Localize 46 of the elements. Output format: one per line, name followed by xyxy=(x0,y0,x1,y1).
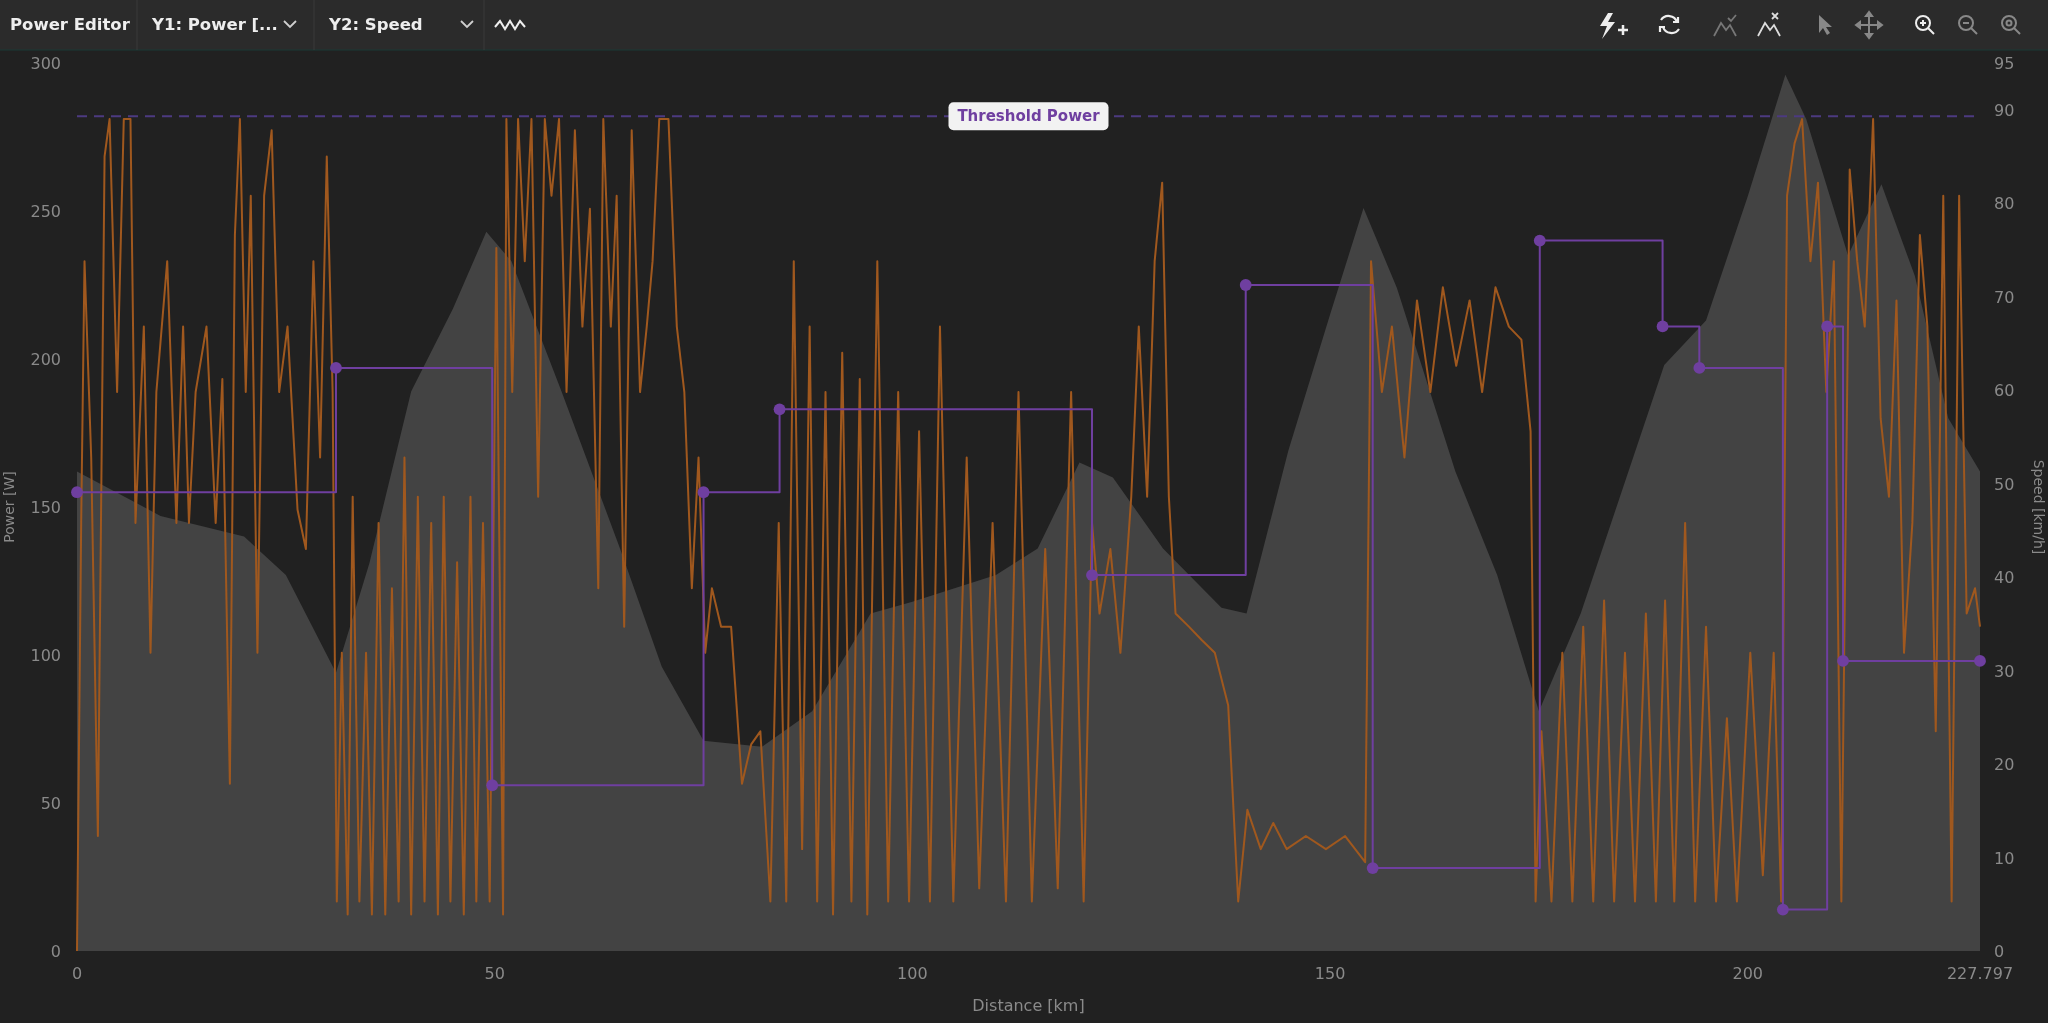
x-tick-label: 150 xyxy=(1314,964,1346,983)
point xyxy=(330,361,342,374)
point xyxy=(1776,903,1789,916)
y2-tick-label: 80 xyxy=(1994,194,2015,214)
y2-tick-label: 0 xyxy=(1994,942,2005,961)
x-tick-label: 227.797 xyxy=(1946,964,2014,983)
y-tick-label: 0 xyxy=(50,942,61,961)
y-axis-title: Power [W] xyxy=(1,471,17,543)
x-tick-label: 50 xyxy=(484,964,505,983)
text: Y2: Speed xyxy=(328,15,423,34)
chart-title: Power Editor xyxy=(10,15,131,34)
y2-tick-label: 70 xyxy=(1994,287,2015,307)
point xyxy=(773,403,786,416)
point xyxy=(1974,655,1986,667)
y2-tick-label: 50 xyxy=(1994,474,2015,494)
x-axis-title: Distance [km] xyxy=(972,996,1085,1015)
y2-axis-title: Speed [km/h] xyxy=(2031,459,2047,555)
y2-tick-label: 30 xyxy=(1994,661,2015,681)
point xyxy=(697,486,710,499)
point xyxy=(1366,862,1379,875)
y-tick-label: 100 xyxy=(30,646,61,665)
point xyxy=(1239,279,1252,291)
text: Y1: Power [... xyxy=(151,15,278,34)
y-tick-label: 200 xyxy=(30,350,61,369)
y-tick-label: 50 xyxy=(40,794,61,813)
y2-tick-label: 90 xyxy=(1994,100,2015,120)
y-tick-label: 300 xyxy=(30,54,61,73)
y-tick-label: 250 xyxy=(30,202,61,221)
point xyxy=(486,779,499,792)
point xyxy=(1656,320,1669,333)
ref-line-label: Threshold Power xyxy=(957,107,1101,126)
point xyxy=(1533,234,1546,247)
point xyxy=(1086,569,1098,581)
y2-tick-label: 95 xyxy=(1994,54,2015,73)
point xyxy=(71,486,83,499)
y2-tick-label: 40 xyxy=(1994,568,2015,588)
x-tick-label: 0 xyxy=(71,964,83,983)
y2-tick-label: 20 xyxy=(1994,755,2015,775)
point xyxy=(1693,361,1706,374)
point xyxy=(1837,655,1849,667)
x-tick-label: 100 xyxy=(897,964,928,983)
y2-tick-label: 60 xyxy=(1994,381,2015,401)
y2-tick-label: 10 xyxy=(1994,848,2015,868)
y-tick-label: 150 xyxy=(30,498,61,517)
x-tick-label: 200 xyxy=(1732,964,1764,983)
point xyxy=(1821,320,1834,333)
